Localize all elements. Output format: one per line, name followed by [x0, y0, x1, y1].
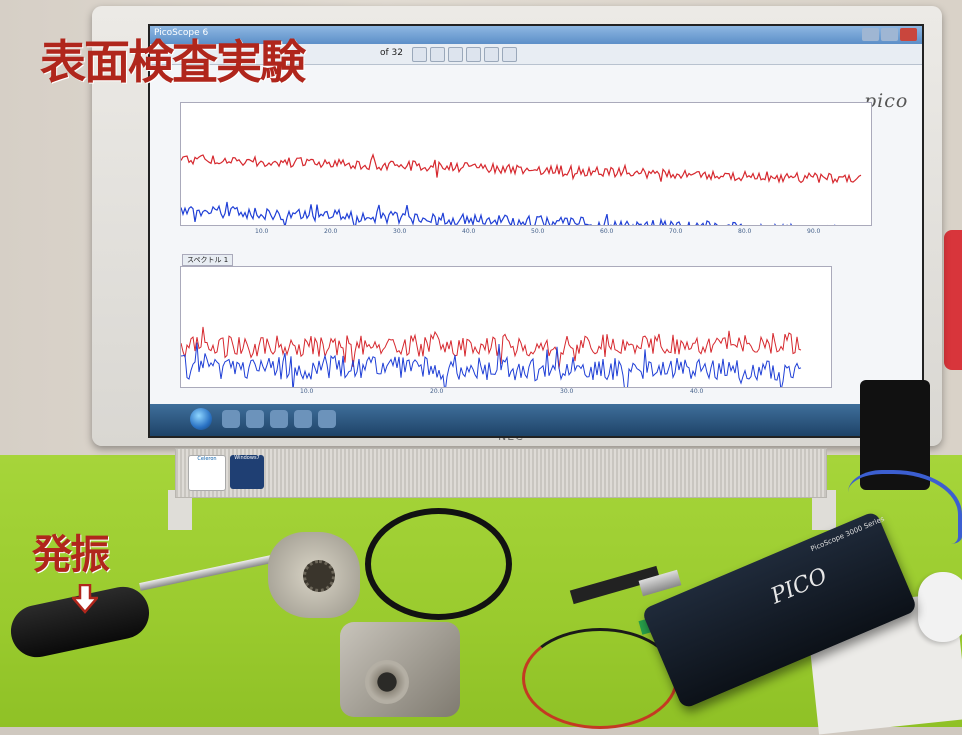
toolbar-button-3[interactable] — [448, 47, 463, 62]
app-taskbar-icon[interactable] — [318, 410, 336, 428]
explorer-icon[interactable] — [246, 410, 264, 428]
celeron-sticker-text: Celeron — [197, 456, 217, 462]
windows-taskbar — [150, 404, 922, 436]
toolbar-button-4[interactable] — [466, 47, 481, 62]
spectrum-traces — [180, 326, 802, 395]
zoom-out-icon[interactable] — [502, 47, 517, 62]
tick-label: 30.0 — [393, 228, 407, 235]
toolbar-button-1[interactable] — [412, 47, 427, 62]
ie-icon[interactable] — [222, 410, 240, 428]
gear-icon — [303, 560, 335, 592]
coiled-cable — [365, 508, 512, 620]
blue-trace-time — [180, 201, 862, 242]
tick-label: 10.0 — [300, 388, 314, 395]
minimize-button[interactable] — [862, 28, 879, 41]
tick-label: 30.0 — [560, 388, 574, 395]
page-counter: of 32 — [380, 48, 403, 58]
spectrum-axis-ticks: 10.0 20.0 30.0 40.0 — [180, 388, 830, 398]
time-axis-ticks: 10.0 20.0 30.0 40.0 50.0 60.0 70.0 80.0 … — [180, 228, 870, 238]
picoscope-taskbar-icon[interactable] — [294, 410, 312, 428]
start-button[interactable] — [190, 408, 212, 430]
computer-mouse — [918, 572, 962, 642]
red-trace-time — [180, 153, 862, 185]
spectrum-plot[interactable] — [180, 266, 832, 395]
window-controls — [862, 28, 918, 41]
time-domain-plot[interactable] — [180, 102, 872, 242]
windows7-sticker: Windows7 — [230, 455, 264, 489]
app-titlebar: PicoScope 6 — [150, 26, 922, 44]
monitor-speaker — [175, 448, 827, 498]
app-toolbar: of 32 — [150, 44, 922, 65]
tab-spectrum[interactable]: スペクトル 1 — [182, 254, 234, 266]
tick-label: 80.0 — [738, 228, 752, 235]
zoom-in-icon[interactable] — [484, 47, 499, 62]
down-arrow-icon — [72, 584, 98, 614]
tick-label: 70.0 — [669, 228, 683, 235]
tick-label: 50.0 — [531, 228, 545, 235]
pico-logo: pico — [864, 90, 909, 112]
toolbar-button-2[interactable] — [430, 47, 445, 62]
tick-label: 90.0 — [807, 228, 821, 235]
tick-label: 20.0 — [430, 388, 444, 395]
tick-label: 60.0 — [600, 228, 614, 235]
excitation-label: 発振 — [32, 532, 110, 578]
close-button[interactable] — [900, 28, 917, 41]
red-trace-spectrum — [180, 326, 802, 369]
tick-label: 40.0 — [690, 388, 704, 395]
tick-label: 10.0 — [255, 228, 269, 235]
monitor-screen: PicoScope 6 of 32 pico 10.0 20.0 30.0 40… — [148, 24, 924, 438]
headline-title: 表面検査実験 — [40, 35, 306, 89]
maximize-button[interactable] — [881, 28, 898, 41]
windows7-sticker-text: Windows7 — [234, 455, 260, 461]
usb-cable — [848, 470, 962, 544]
valve-port — [365, 660, 409, 704]
tick-label: 20.0 — [324, 228, 338, 235]
media-icon[interactable] — [270, 410, 288, 428]
celeron-sticker: Celeron — [188, 455, 226, 491]
blue-trace-spectrum — [180, 342, 802, 395]
tick-label: 40.0 — [462, 228, 476, 235]
time-domain-traces — [180, 153, 862, 242]
app-title: PicoScope 6 — [154, 28, 209, 38]
red-object — [944, 230, 962, 370]
